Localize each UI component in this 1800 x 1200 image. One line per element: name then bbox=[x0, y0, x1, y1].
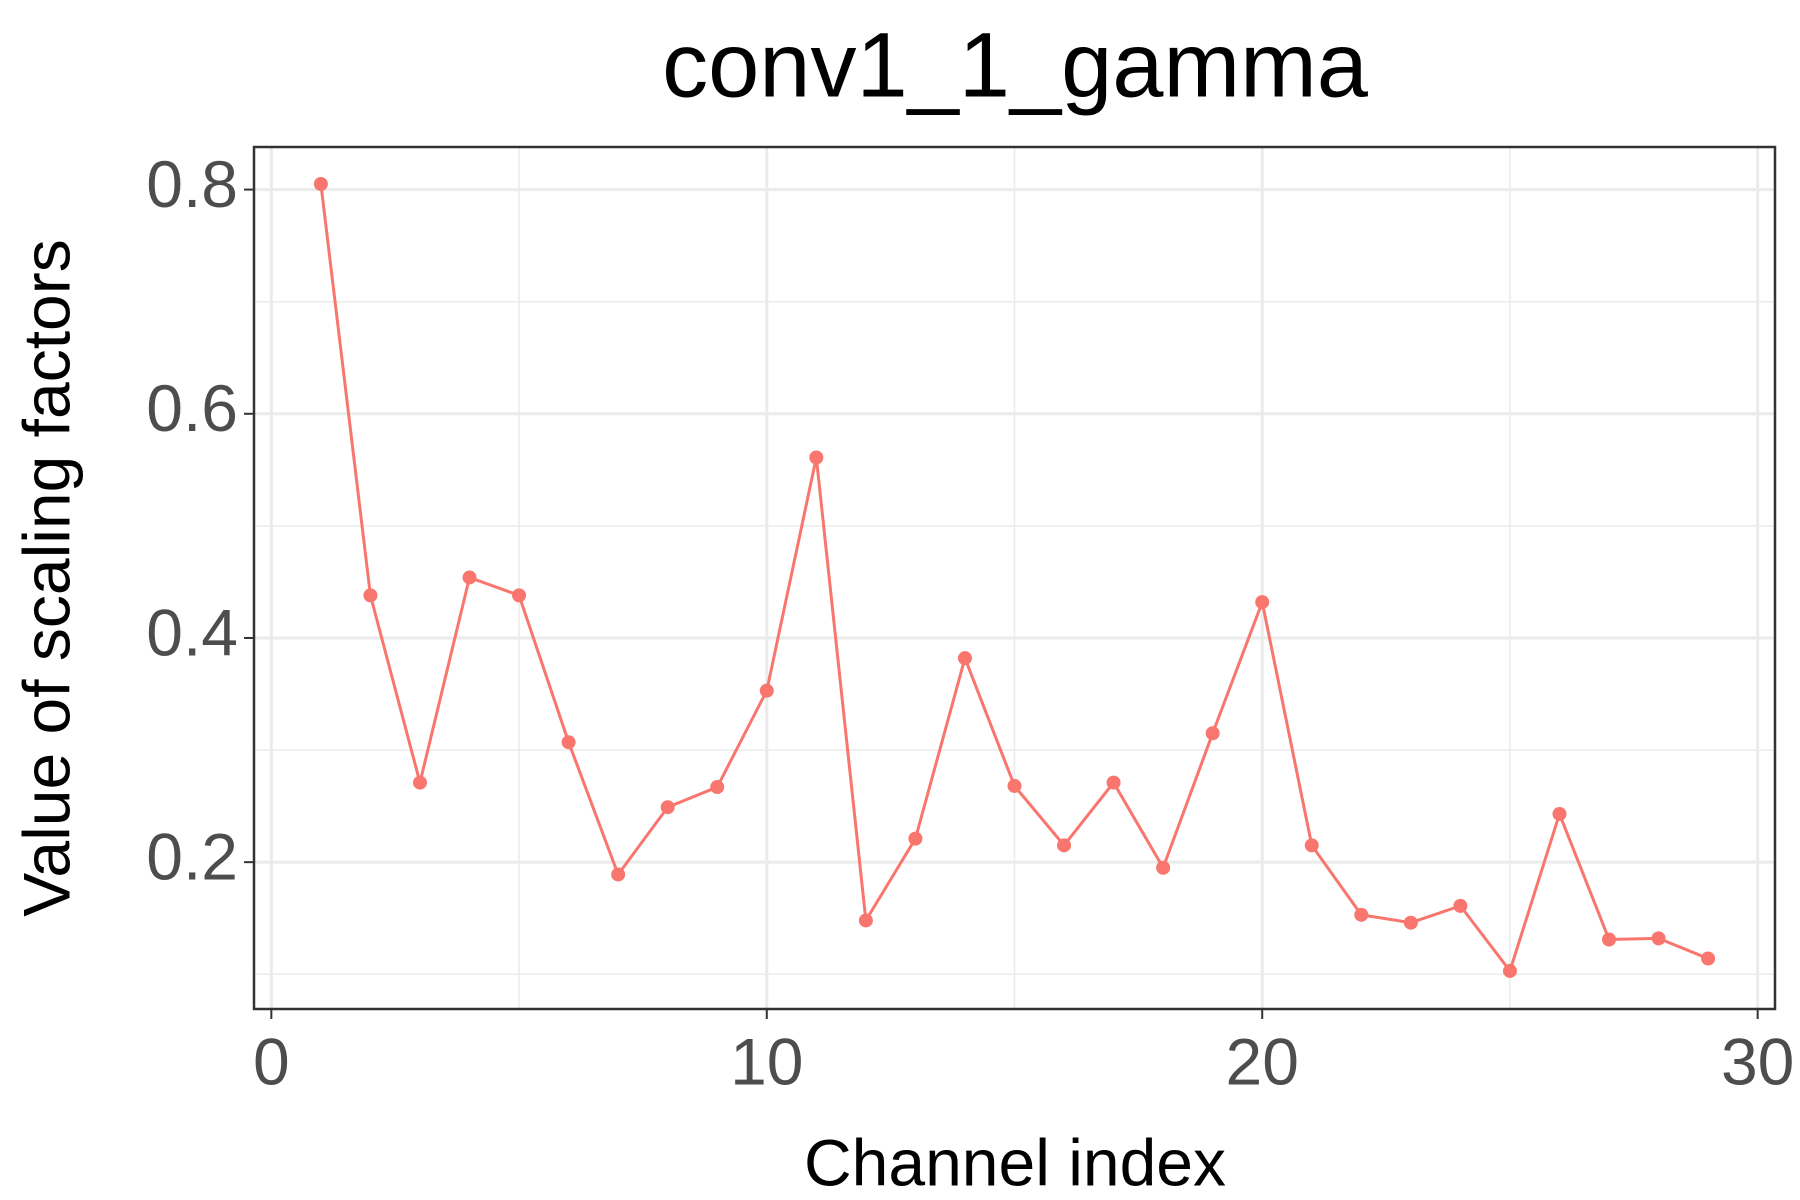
data-point bbox=[809, 450, 824, 465]
data-point bbox=[512, 588, 527, 603]
y-tick-label: 0.8 bbox=[146, 147, 238, 221]
data-point bbox=[1701, 951, 1716, 966]
chart-title: conv1_1_gamma bbox=[662, 14, 1369, 116]
x-tick-label: 20 bbox=[1226, 1024, 1299, 1098]
data-point bbox=[313, 176, 328, 191]
data-point bbox=[858, 913, 873, 928]
data-point bbox=[1502, 963, 1517, 978]
y-tick-label: 0.2 bbox=[146, 820, 238, 894]
data-point bbox=[759, 683, 774, 698]
y-axis-title: Value of scaling factors bbox=[9, 239, 83, 916]
data-point bbox=[363, 588, 378, 603]
x-tick-label: 10 bbox=[730, 1024, 803, 1098]
data-point bbox=[660, 800, 675, 815]
data-point bbox=[1255, 595, 1270, 610]
data-point bbox=[611, 867, 626, 882]
data-point bbox=[412, 775, 427, 790]
data-point bbox=[1651, 931, 1666, 946]
data-point bbox=[1453, 898, 1468, 913]
y-tick-label: 0.4 bbox=[146, 595, 238, 669]
data-point bbox=[1403, 915, 1418, 930]
panel-border bbox=[252, 145, 1777, 1011]
data-point bbox=[561, 735, 576, 750]
data-point bbox=[1205, 726, 1220, 741]
data-point bbox=[462, 570, 477, 585]
data-point bbox=[1552, 806, 1567, 821]
data-point bbox=[1602, 932, 1617, 947]
x-tick-label: 30 bbox=[1721, 1024, 1794, 1098]
data-point bbox=[1354, 907, 1369, 922]
data-point bbox=[1007, 778, 1022, 793]
y-tick-label: 0.6 bbox=[146, 371, 238, 445]
data-point bbox=[1057, 838, 1072, 853]
data-point bbox=[710, 780, 725, 795]
x-tick-label: 0 bbox=[253, 1024, 290, 1098]
x-axis-title: Channel index bbox=[804, 1125, 1226, 1199]
data-point bbox=[957, 651, 972, 666]
data-point bbox=[1106, 775, 1121, 790]
data-point bbox=[1304, 838, 1319, 853]
data-point bbox=[1156, 860, 1171, 875]
data-point bbox=[908, 831, 923, 846]
